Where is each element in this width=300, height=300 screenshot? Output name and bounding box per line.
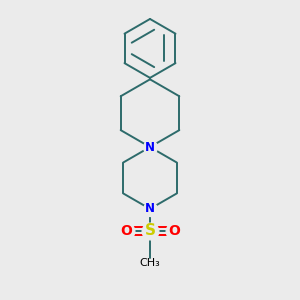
Text: N: N — [145, 202, 155, 215]
Text: O: O — [168, 224, 180, 238]
Text: O: O — [120, 224, 132, 238]
Text: CH₃: CH₃ — [140, 258, 160, 268]
Text: N: N — [145, 141, 155, 154]
Text: S: S — [145, 224, 155, 238]
